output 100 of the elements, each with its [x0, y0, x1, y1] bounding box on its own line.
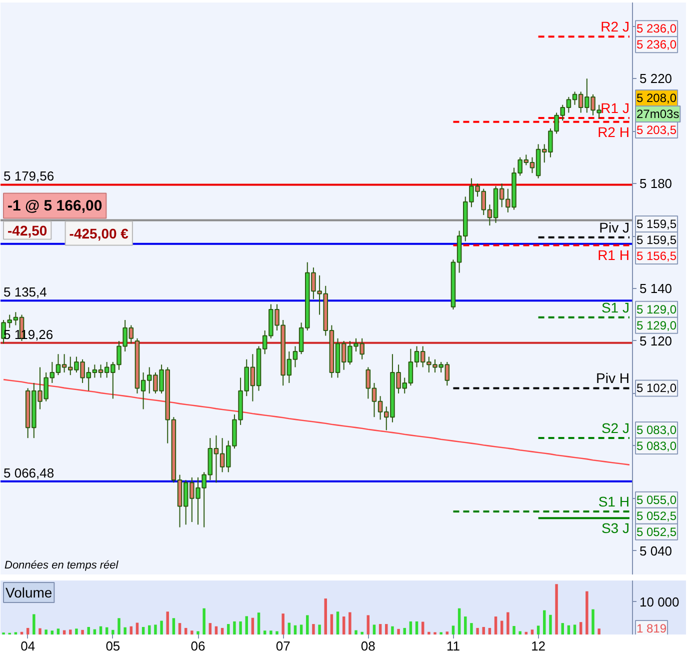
data-label: 5 159,5: [636, 216, 677, 231]
bar: [214, 626, 218, 634]
bar: [385, 624, 388, 634]
bar: [136, 622, 139, 634]
bar: [257, 612, 260, 634]
bar: [312, 624, 315, 634]
bar: [446, 632, 449, 634]
series-label: S2 J: [601, 420, 630, 436]
bar: [391, 626, 394, 634]
bar: [81, 630, 84, 634]
x-tick-label: 08: [360, 638, 376, 654]
data-label: 5 159,5: [636, 232, 677, 247]
ref-line-label: 5 179,56: [4, 168, 54, 184]
series-label: R1 J: [600, 100, 630, 116]
bar: [360, 632, 364, 634]
bar: [239, 621, 242, 634]
bar: [573, 624, 576, 634]
bar: [208, 623, 212, 634]
bar: [512, 626, 516, 634]
bar: [536, 626, 540, 634]
bar: [227, 624, 230, 634]
annotation: -42,50: [8, 222, 48, 238]
bar: [366, 615, 370, 634]
bar: [464, 616, 467, 634]
annotation: -1 @ 5 166,00: [8, 197, 102, 214]
bar: [56, 628, 60, 634]
bar: [518, 631, 522, 634]
bar: [294, 625, 297, 634]
bar: [44, 630, 48, 634]
bar: [288, 622, 291, 634]
bar: [276, 631, 278, 634]
chart-title: Volume: [6, 584, 52, 600]
series-label: R2 J: [600, 18, 630, 35]
series-label: S3 J: [601, 520, 630, 536]
series-label: S1 J: [601, 299, 630, 316]
ref-line-label: 5 135,4: [4, 284, 47, 300]
bar: [184, 628, 188, 634]
x-tick-label: 07: [276, 638, 290, 654]
bar: [397, 628, 400, 634]
annotation: 1 819: [636, 622, 667, 636]
ref-line-label: 5 066,48: [4, 465, 54, 480]
bar: [270, 630, 272, 634]
bar: [69, 630, 72, 634]
y-tick-label: 5 040: [640, 543, 672, 558]
bar: [549, 614, 552, 634]
bar: [38, 628, 42, 634]
data-label: 5 236,0: [636, 38, 677, 52]
bar: [506, 612, 510, 634]
bar: [220, 628, 224, 634]
bar: [233, 621, 236, 634]
bar: [62, 630, 66, 634]
bar: [372, 624, 376, 634]
bar: [428, 632, 430, 634]
data-label: 5 052,5: [636, 508, 677, 523]
series-label: R2 H: [598, 124, 630, 140]
bar: [154, 624, 157, 634]
x-tick-label: 11: [446, 638, 460, 654]
bar: [142, 626, 145, 634]
bar: [245, 616, 248, 634]
y-tick-label: 5 220: [640, 71, 672, 86]
y-tick-label: 5 180: [640, 176, 672, 192]
bar: [579, 622, 582, 634]
bar: [409, 621, 412, 634]
bar: [178, 623, 182, 634]
data-label: 5 055,0: [636, 492, 677, 507]
x-tick-label: 05: [106, 638, 120, 654]
bar: [500, 620, 504, 634]
bar: [494, 616, 498, 634]
bar: [598, 628, 600, 634]
y-tick-label: 10 000: [640, 594, 680, 610]
bar: [458, 608, 461, 634]
series-label: Piv J: [599, 219, 630, 236]
bar: [488, 628, 492, 634]
bar: [415, 621, 418, 634]
bar: [251, 618, 254, 634]
bar: [148, 625, 151, 634]
data-label: 5 052,5: [636, 524, 677, 539]
bar: [318, 624, 321, 634]
series-label: R1 H: [598, 247, 630, 264]
bar: [282, 614, 284, 634]
bar: [118, 618, 120, 634]
bar: [263, 630, 266, 634]
bar: [530, 630, 534, 634]
bar: [202, 608, 206, 634]
annotation: Données en temps réel: [4, 560, 119, 572]
data-label: 5 083,0: [636, 423, 677, 438]
bar: [452, 626, 455, 634]
bar: [378, 624, 382, 634]
data-label: 5 156,5: [636, 248, 677, 263]
data-label: 5 236,0: [636, 22, 677, 36]
bar: [330, 614, 334, 634]
bar: [470, 623, 473, 634]
y-tick-label: 5 120: [640, 333, 672, 348]
x-tick-label: 04: [20, 638, 36, 654]
bar: [567, 625, 570, 634]
data-label: 5 083,0: [636, 439, 677, 454]
y-tick-label: 5 140: [640, 281, 672, 296]
bar: [561, 623, 564, 634]
data-label: 5 129,0: [636, 318, 677, 332]
bar: [166, 612, 169, 634]
